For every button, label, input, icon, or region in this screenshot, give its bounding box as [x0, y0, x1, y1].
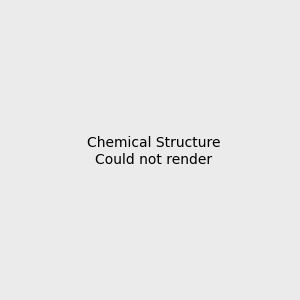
Text: Chemical Structure
Could not render: Chemical Structure Could not render — [87, 136, 220, 166]
